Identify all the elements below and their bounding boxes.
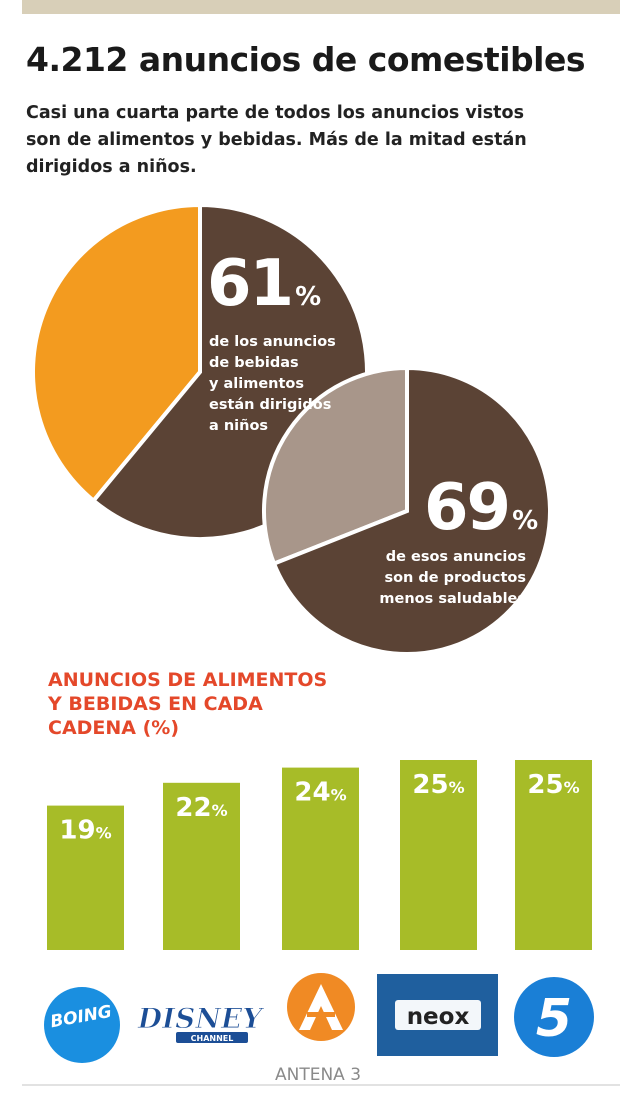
pie1-note: de los anuncios de bebidas y alimentos e… [209, 332, 336, 437]
pie2-big-number: 69 [424, 471, 511, 545]
pie-charts [30, 202, 552, 656]
bar-value-label: 22% [175, 793, 227, 823]
bar-title-line: Y BEBIDAS EN CADA [48, 693, 263, 715]
pie2-big-percent: 69% [424, 476, 538, 540]
pie1-percent-sign: % [295, 282, 322, 312]
bottom-rule [22, 1084, 620, 1086]
bar-cuatro [515, 760, 592, 950]
bar-disney-channel [163, 782, 240, 950]
pie1-note-line: y alimentos [209, 376, 305, 392]
cuatro-logo-text: 5 [536, 989, 572, 1049]
bar-value-label: 25% [412, 770, 464, 800]
pie1-rest-slice [30, 202, 202, 504]
boing-logo [44, 987, 120, 1063]
disney-channel-text: CHANNEL [191, 1034, 234, 1043]
disney-logo: DISNEY [137, 1002, 266, 1035]
pie2-note-line: son de productos [384, 570, 526, 586]
pie1-big-percent: 61% [207, 252, 321, 316]
pie1-note-line: a niños [209, 418, 269, 434]
pie2-note-line: menos saludables [379, 591, 526, 607]
disney-channel-badge [176, 1032, 248, 1043]
neox-label-box [395, 1000, 481, 1030]
bar-neox [400, 760, 477, 950]
pie1-note-line: están dirigidos [209, 397, 332, 413]
neox-logo-text: neox [407, 1004, 470, 1030]
pie2-note-line: de esos anuncios [385, 549, 526, 565]
page-subtitle: Casi una cuarta parte de todos los anunc… [26, 103, 527, 177]
bar-chart-title: ANUNCIOS DE ALIMENTOS Y BEBIDAS EN CADA … [48, 668, 408, 740]
pie2-main-slice [271, 365, 552, 656]
pie2-percent-sign: % [512, 506, 539, 536]
cuatro-logo [514, 977, 594, 1057]
pie2-note: de esos anuncios son de productos menos … [356, 547, 526, 610]
antena3-a-bar [307, 1012, 335, 1017]
antena3-logo-text: ANTENA 3 [275, 1065, 361, 1085]
bar-title-line: ANUNCIOS DE ALIMENTOS [48, 669, 328, 691]
bar-title-line: CADENA (%) [48, 717, 180, 739]
bar-value-label: 24% [294, 778, 346, 808]
bar-value-label: 25% [527, 770, 579, 800]
top-band [22, 0, 620, 14]
pie1-note-line: de los anuncios [209, 334, 336, 350]
pie1-big-number: 61 [207, 247, 294, 321]
bar-boing [47, 805, 124, 950]
antena3-logo [287, 973, 355, 1041]
bar-value-label: 19% [59, 816, 111, 846]
page-title: 4.212 anuncios de comestibles [26, 40, 585, 79]
bar-antena-3 [282, 767, 359, 950]
pie2-rest-slice [262, 365, 409, 567]
pie1-note-line: de bebidas [209, 355, 299, 371]
antena3-a-icon [299, 984, 343, 1030]
